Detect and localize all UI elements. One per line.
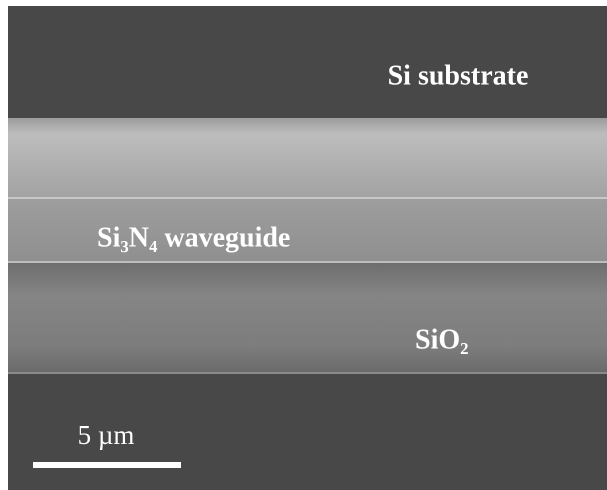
scale-label: 5 µm: [78, 420, 135, 450]
scale-bar: [33, 462, 181, 468]
substrate-label: Si substrate: [388, 60, 529, 91]
oxide-band: [8, 263, 607, 373]
upper-band: [8, 118, 607, 198]
waveguide-label: Si₃N₄ waveguide: [97, 222, 290, 253]
sem-image: Si substrate Si₃N₄ waveguide SiO₂ 5 µm: [0, 0, 607, 490]
oxide-label: SiO₂: [415, 324, 469, 355]
